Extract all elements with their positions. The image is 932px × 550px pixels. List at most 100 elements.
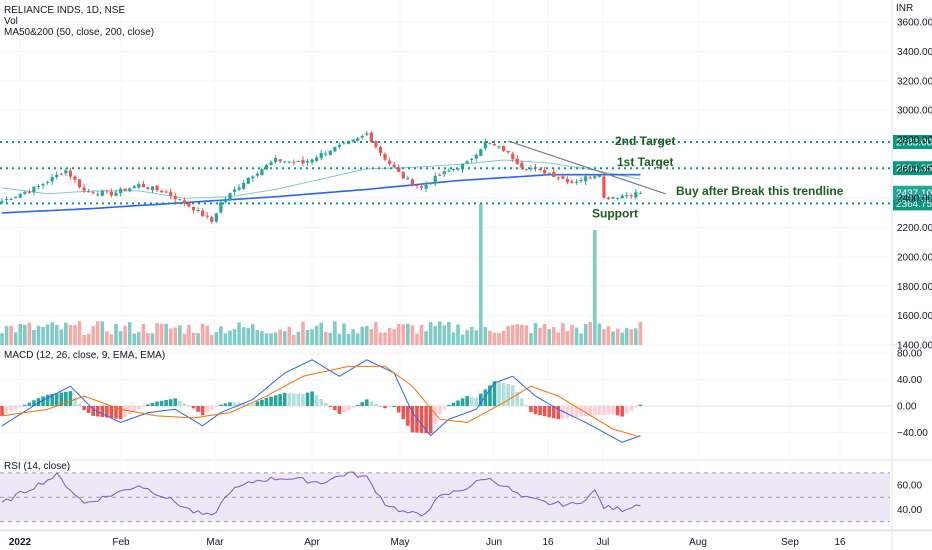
volume-bar	[123, 325, 127, 345]
candle-body	[433, 175, 437, 184]
candle-body	[588, 177, 592, 179]
volume-bar	[146, 333, 150, 345]
macd-histogram-bar	[615, 406, 620, 416]
volume-bar	[232, 328, 237, 345]
last-price-tag-bg	[893, 185, 932, 200]
candle-body	[32, 186, 36, 193]
macd-histogram-bar	[251, 403, 255, 406]
macd-histogram-bar	[159, 400, 164, 406]
level-tag-text: 2364.75	[896, 199, 932, 210]
volume-bar	[547, 329, 551, 345]
volume-bar	[310, 329, 314, 345]
volume-bar	[18, 323, 23, 345]
time-tick-label: Jun	[486, 537, 502, 548]
candle-body	[360, 135, 364, 138]
macd-histogram-bar	[13, 406, 18, 410]
level-tag-bg	[893, 161, 932, 176]
macd-histogram-bar	[538, 406, 542, 416]
level-tag-bg	[893, 134, 932, 149]
candle-body	[0, 201, 4, 203]
volume-bar	[374, 322, 378, 345]
price-tick-label: 2600.00	[897, 164, 932, 175]
candle-body	[82, 187, 86, 191]
macd-histogram-bar	[86, 406, 91, 413]
macd-histogram-bar	[355, 404, 360, 406]
time-tick-label: 2022	[9, 537, 32, 548]
macd-histogram-bar	[278, 394, 282, 406]
volume-bars	[0, 203, 643, 345]
volume-bar	[237, 322, 241, 345]
volume-bar	[515, 324, 520, 345]
volume-bar	[205, 325, 209, 345]
ma200-line	[1, 173, 641, 214]
time-tick-label: Sep	[781, 537, 799, 548]
macd-histogram-bar	[310, 391, 314, 406]
volume-bar	[9, 325, 13, 345]
volume-bar	[355, 333, 360, 345]
candle-body	[137, 184, 141, 188]
volume-bar	[4, 326, 9, 345]
level-tag-bg	[893, 196, 932, 211]
candle-body	[315, 157, 319, 161]
macd-histogram-bar	[611, 406, 615, 415]
volume-bar	[360, 326, 365, 345]
volume-bar	[323, 331, 328, 345]
volume-bar	[442, 325, 447, 345]
volume-bar	[597, 323, 602, 345]
volume-bar	[378, 332, 383, 345]
macd-histogram-bar	[406, 406, 410, 426]
candle-body	[625, 195, 629, 197]
candle-body	[96, 194, 100, 196]
macd-histogram-bar	[68, 391, 73, 406]
candle-body	[511, 153, 515, 160]
currency-label: INR	[896, 3, 913, 14]
macd-histogram-bar	[127, 406, 132, 415]
candle-body	[55, 174, 59, 178]
candle-body	[201, 210, 205, 217]
macd-histogram-bar	[123, 406, 127, 417]
macd-histogram-bar	[451, 402, 456, 406]
candle-body	[205, 215, 209, 217]
candle-body	[584, 176, 588, 182]
candle-body	[502, 145, 506, 151]
macd-histogram-bar	[205, 406, 209, 413]
candle-body	[132, 186, 136, 189]
candle-body	[141, 184, 145, 188]
volume-bar	[506, 326, 510, 345]
macd-histogram-bar	[91, 406, 95, 416]
volume-bar	[328, 332, 333, 345]
candle-body	[41, 184, 45, 186]
volume-bar	[178, 325, 182, 345]
candle-body	[529, 168, 533, 170]
volume-bar	[168, 328, 173, 345]
volume-bar	[228, 330, 232, 345]
candle-body	[438, 174, 442, 176]
macd-histogram-bar	[132, 406, 137, 412]
price-tick-label: 3000.00	[897, 106, 932, 117]
macd-histogram-bar	[456, 400, 460, 406]
candle-body	[36, 186, 41, 188]
volume-bar	[305, 330, 310, 345]
volume-tick-label: 1800.00	[897, 282, 932, 293]
rsi-line	[1, 471, 641, 517]
volume-bar	[419, 324, 424, 345]
macd-histogram-bar	[378, 406, 383, 407]
macd-histogram-bar	[323, 402, 328, 406]
volume-bar	[301, 321, 305, 345]
macd-histogram-bar	[369, 401, 374, 406]
candle-body	[301, 159, 305, 164]
volume-legend: Vol	[4, 16, 18, 27]
macd-histogram-bar	[460, 398, 465, 406]
candle-body	[593, 176, 597, 179]
chart-title: RELIANCE INDS, 1D, NSE	[4, 5, 125, 16]
macd-histogram-bar	[410, 406, 415, 433]
candle-body	[401, 172, 405, 179]
candle-body	[178, 199, 182, 201]
candle-body	[620, 195, 624, 199]
volume-bar	[241, 327, 246, 345]
macd-histogram-bar	[50, 393, 54, 406]
candle-body	[629, 195, 633, 197]
candle-body	[255, 173, 259, 176]
